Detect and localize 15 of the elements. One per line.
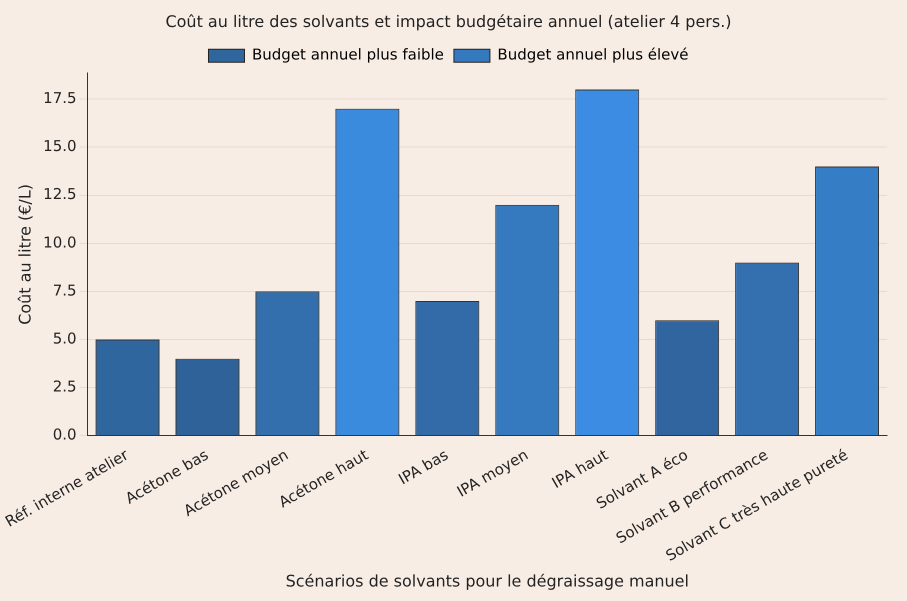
- x-axis-title: Scénarios de solvants pour le dégraissage manuel: [286, 572, 689, 591]
- y-tick-label: 5.0: [52, 329, 77, 348]
- x-tick-label: IPA haut: [548, 446, 612, 492]
- y-tick-label: 12.5: [43, 185, 77, 204]
- y-tick-label: 2.5: [52, 377, 77, 396]
- legend-label: Budget annuel plus faible: [252, 46, 444, 64]
- y-tick-label: 17.5: [43, 89, 77, 108]
- y-tick-label: 0.0: [52, 426, 77, 444]
- y-tick-label: 15.0: [43, 137, 77, 156]
- y-tick-label: 10.0: [43, 233, 77, 252]
- chart-title: Coût au litre des solvants et impact budgétaire annuel (atelier 4 pers.): [165, 12, 732, 31]
- y-axis-title: Coût au litre (€/L): [16, 184, 35, 325]
- x-tick-label: IPA bas: [395, 446, 452, 488]
- y-tick-label: 7.5: [52, 281, 77, 300]
- legend-label: Budget annuel plus élevé: [497, 46, 689, 64]
